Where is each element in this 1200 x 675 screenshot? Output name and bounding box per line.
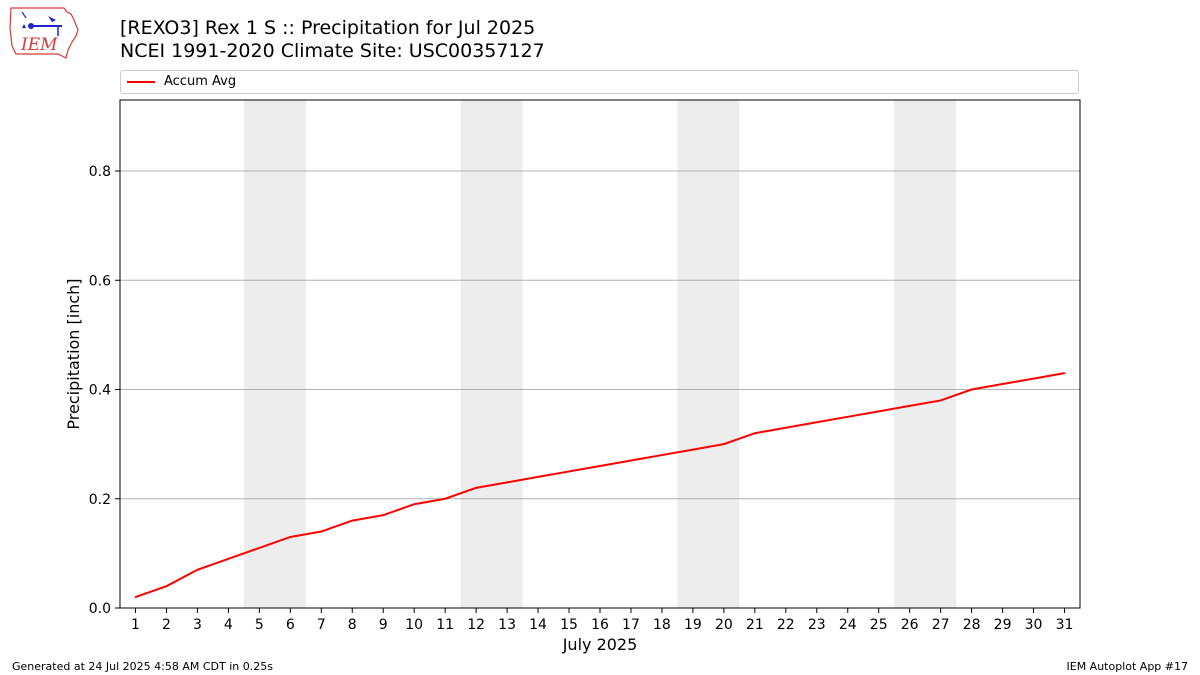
x-axis: 1 2 3 4 5 6 7 8 9 10 11 12 13 14 15 16 17 18 19 20 21 22 23 24 2…	[131, 608, 1073, 633]
data-point	[692, 448, 694, 451]
x-tick-label: 14	[529, 617, 547, 633]
x-tick-label: 15	[560, 617, 578, 633]
y-axis: 0.0 0.2 0.4 0.6 0.8	[89, 164, 120, 617]
data-point	[939, 399, 942, 402]
x-tick-label: 18	[653, 617, 671, 633]
data-point	[196, 568, 199, 571]
x-tick-label: 22	[777, 617, 795, 633]
x-tick-label: 28	[963, 617, 981, 633]
y-tick-label: 0.6	[89, 273, 111, 289]
app-id: IEM Autoplot App #17	[1066, 660, 1189, 673]
weekend-shading	[243, 100, 957, 608]
data-point	[1001, 383, 1004, 385]
x-tick-label: 26	[901, 617, 919, 633]
legend-label-accum-avg: Accum Avg	[164, 74, 237, 89]
x-tick-label: 7	[317, 617, 326, 633]
x-tick-label: 23	[808, 617, 826, 633]
iem-logo: IEM	[8, 6, 82, 64]
x-tick-label: 6	[286, 617, 295, 633]
data-point	[877, 410, 880, 413]
x-tick-label: 13	[498, 617, 516, 633]
data-point	[568, 470, 570, 473]
x-tick-label: 25	[870, 617, 888, 633]
data-point	[908, 405, 911, 407]
data-point	[785, 426, 787, 429]
x-tick-label: 4	[224, 617, 233, 633]
x-tick-label: 19	[684, 617, 702, 633]
data-point	[506, 481, 508, 484]
data-point	[1063, 372, 1066, 374]
x-tick-label: 12	[467, 617, 485, 633]
x-tick-label: 17	[622, 617, 640, 633]
x-tick-label: 9	[379, 617, 388, 633]
data-point	[134, 596, 137, 598]
y-tick-label: 0.4	[89, 383, 111, 399]
y-tick-label: 0.0	[89, 601, 111, 617]
x-tick-label: 21	[746, 617, 764, 633]
grid-lines	[120, 170, 1080, 500]
data-point	[846, 416, 849, 418]
x-tick-label: 8	[348, 617, 357, 633]
data-point	[599, 465, 601, 467]
data-point	[723, 443, 725, 445]
x-tick-label: 29	[994, 617, 1012, 633]
data-point	[165, 585, 168, 587]
data-point	[754, 432, 756, 435]
x-tick-label: 1	[131, 617, 140, 633]
y-tick-label: 0.2	[89, 492, 111, 508]
data-point	[382, 514, 385, 516]
weekend-band	[677, 100, 740, 608]
x-tick-label: 20	[715, 617, 733, 633]
generated-timestamp: Generated at 24 Jul 2025 4:58 AM CDT in …	[12, 660, 273, 673]
legend-swatch-accum-avg	[127, 81, 155, 83]
y-tick-label: 0.8	[89, 164, 111, 180]
data-point	[630, 459, 632, 462]
x-tick-label: 16	[591, 617, 609, 633]
weekend-band	[243, 100, 306, 608]
x-tick-label: 31	[1056, 617, 1074, 633]
data-point	[351, 519, 354, 522]
data-point	[537, 476, 539, 478]
y-axis-label: Precipitation [inch]	[64, 278, 83, 429]
x-tick-label: 3	[193, 617, 202, 633]
x-tick-label: 30	[1025, 617, 1043, 633]
chart-title: [REXO3] Rex 1 S :: Precipitation for Jul…	[120, 17, 536, 39]
x-tick-label: 2	[162, 617, 171, 633]
weekend-band	[460, 100, 523, 608]
x-tick-label: 5	[255, 617, 264, 633]
series-layer	[134, 372, 1066, 599]
data-point	[258, 547, 261, 549]
data-point	[444, 497, 446, 500]
data-point	[413, 503, 415, 506]
data-point	[289, 536, 292, 538]
data-point	[227, 558, 230, 560]
x-tick-label: 24	[839, 617, 857, 633]
data-point	[661, 454, 663, 456]
data-point	[475, 487, 477, 489]
data-point	[320, 530, 323, 533]
weekend-band	[894, 100, 957, 608]
data-point	[815, 421, 818, 424]
x-tick-label: 27	[932, 617, 950, 633]
x-axis-label: July 2025	[562, 635, 638, 654]
x-tick-label: 10	[405, 617, 423, 633]
svg-text:IEM: IEM	[20, 35, 58, 55]
x-tick-label: 11	[436, 617, 454, 633]
iem-logo-icon: IEM	[9, 7, 79, 59]
data-point	[970, 388, 973, 391]
data-point	[1032, 377, 1035, 380]
legend: Accum Avg	[120, 70, 1079, 94]
chart-subtitle: NCEI 1991-2020 Climate Site: USC00357127	[120, 40, 545, 62]
